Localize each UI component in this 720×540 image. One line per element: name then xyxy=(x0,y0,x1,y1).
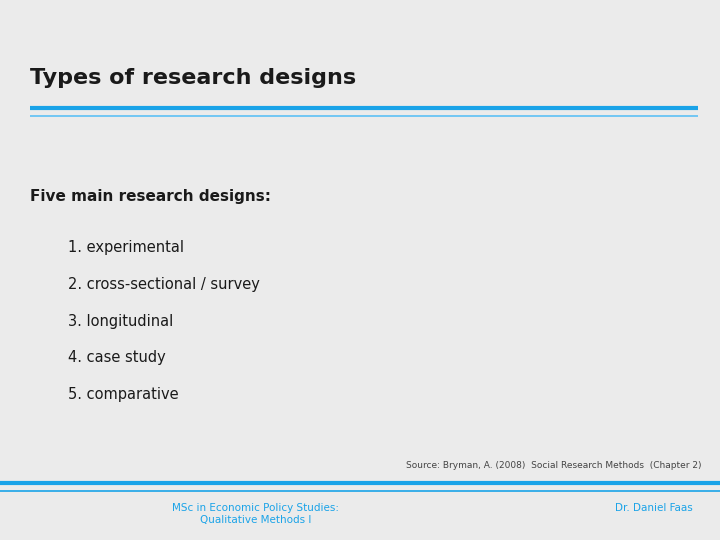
Text: MSc in Economic Policy Studies:
Qualitative Methods I: MSc in Economic Policy Studies: Qualitat… xyxy=(172,503,339,525)
Text: 3. longitudinal: 3. longitudinal xyxy=(68,314,174,329)
Text: 5. comparative: 5. comparative xyxy=(68,387,179,402)
Text: 2. cross-sectional / survey: 2. cross-sectional / survey xyxy=(68,277,260,292)
Text: 1. experimental: 1. experimental xyxy=(68,240,184,255)
Text: Source: Bryman, A. (2008)  Social Research Methods  (Chapter 2): Source: Bryman, A. (2008) Social Researc… xyxy=(407,461,702,470)
Text: Types of research designs: Types of research designs xyxy=(30,68,356,87)
Text: Five main research designs:: Five main research designs: xyxy=(30,189,271,204)
Text: Dr. Daniel Faas: Dr. Daniel Faas xyxy=(615,503,693,514)
Text: 4. case study: 4. case study xyxy=(68,350,166,366)
